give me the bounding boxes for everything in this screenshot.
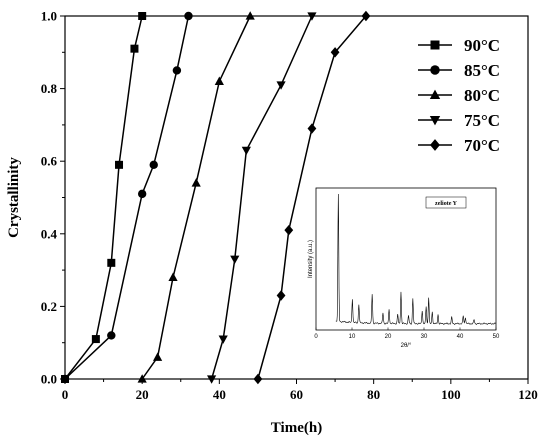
- y-axis-ticks: 0.0 0.2 0.4 0.6 0.8 1.0: [41, 9, 65, 387]
- inset-title: zeliote Y: [435, 201, 458, 207]
- inset-x-tick-label: 0: [314, 334, 318, 340]
- legend-label: 80°C: [464, 86, 500, 105]
- data-point: [107, 331, 116, 340]
- data-point: [218, 335, 228, 344]
- inset-x-title: 2θ/°: [401, 343, 412, 349]
- series-line: [141, 15, 251, 380]
- x-tick-label: 0: [62, 387, 69, 402]
- legend-marker: [430, 139, 440, 151]
- data-point: [241, 146, 251, 156]
- inset-x-tick-label: 10: [349, 334, 356, 340]
- legend-label: 70°C: [464, 136, 500, 155]
- legend-label: 90°C: [464, 36, 500, 55]
- y-tick-label: 0.0: [41, 372, 57, 387]
- series-line: [210, 15, 313, 380]
- data-point: [307, 123, 317, 134]
- data-point: [276, 290, 286, 301]
- data-point: [172, 66, 182, 75]
- data-point: [284, 224, 294, 236]
- x-tick-label: 100: [441, 387, 461, 402]
- inset-x-tick-label: 40: [457, 334, 464, 340]
- y-tick-label: 0.6: [41, 154, 58, 169]
- inset-y-title: Intensity (a.u.): [308, 240, 314, 278]
- x-tick-label: 20: [136, 387, 149, 402]
- legend-marker: [429, 115, 441, 126]
- data-point: [153, 352, 163, 361]
- inset-x-tick-label: 50: [493, 334, 500, 340]
- inset-x-tick-label: 30: [421, 334, 428, 340]
- legend-marker: [430, 65, 440, 75]
- inset-x-tick-label: 20: [385, 334, 392, 340]
- data-point: [91, 335, 100, 344]
- legend-label: 75°C: [464, 111, 500, 130]
- series-circle: [60, 11, 193, 384]
- inset-frame: [315, 187, 497, 331]
- data-point: [330, 47, 340, 58]
- y-tick-label: 0.8: [41, 81, 58, 96]
- series-line: [64, 15, 190, 380]
- x-tick-label: 60: [290, 387, 303, 402]
- legend: 90°C 85°C 80°C 75°C 70°C: [418, 36, 500, 155]
- data-point: [191, 178, 201, 187]
- y-tick-label: 1.0: [41, 9, 57, 24]
- inset-title-box: [425, 196, 467, 209]
- data-point: [214, 76, 224, 85]
- data-point: [130, 44, 139, 53]
- y-tick-label: 0.4: [41, 226, 58, 241]
- data-point: [168, 272, 178, 281]
- data-point: [137, 189, 147, 199]
- x-tick-label: 40: [213, 387, 226, 402]
- x-axis-title: Time(h): [271, 420, 322, 436]
- legend-label: 85°C: [464, 61, 500, 80]
- inset-xrd-trace: [335, 193, 496, 325]
- data-point: [107, 258, 116, 267]
- series-line: [64, 15, 143, 380]
- series-triangle-down: [207, 12, 317, 384]
- series-line: [257, 15, 367, 380]
- legend-marker: [429, 89, 441, 100]
- series-square: [61, 12, 147, 383]
- data-point: [115, 160, 124, 169]
- data-point: [149, 160, 158, 170]
- y-tick-label: 0.2: [41, 299, 57, 314]
- series-triangle-up: [137, 11, 255, 383]
- x-axis-ticks: 0 20 40 60 80 100 120: [62, 379, 538, 402]
- xrd-inset: 0 10 20 30 40 50 2θ/° Intensity (a.u.) zeliote Y: [308, 187, 500, 349]
- y-axis-title: Crystallinity: [6, 157, 22, 238]
- plot-frame: [64, 15, 529, 380]
- data-point: [276, 81, 286, 90]
- data-point: [230, 255, 240, 265]
- x-tick-label: 80: [367, 387, 380, 402]
- x-tick-label: 120: [518, 387, 538, 402]
- series-layer: [60, 10, 371, 385]
- legend-marker: [430, 40, 440, 50]
- series-diamond: [253, 10, 371, 385]
